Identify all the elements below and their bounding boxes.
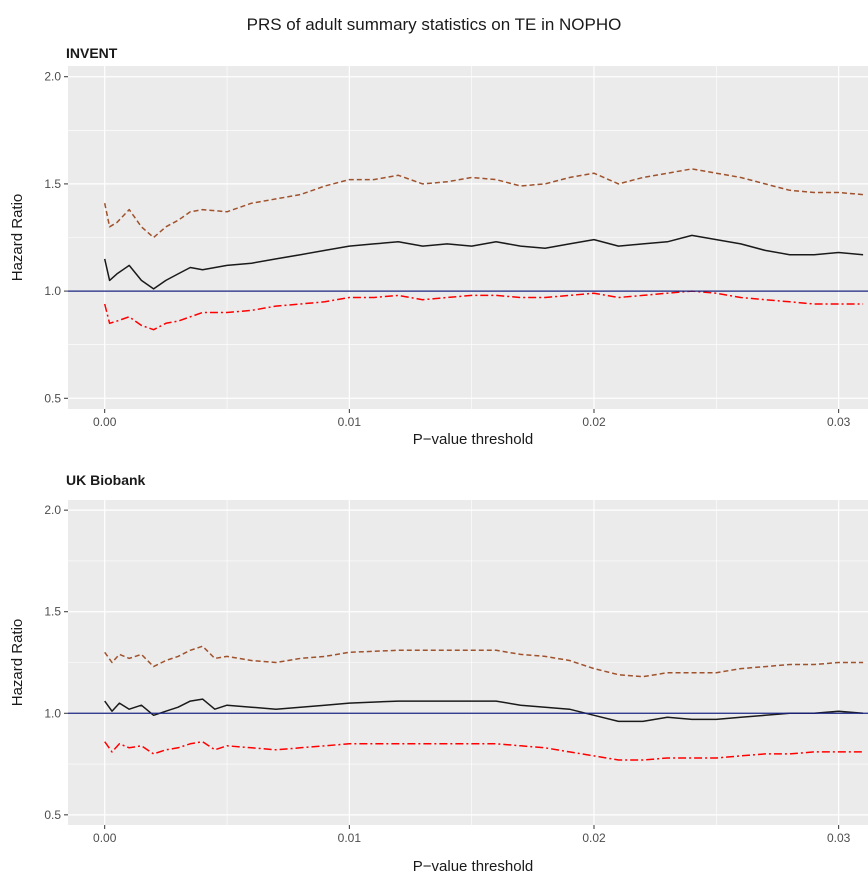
y-tick-label: 1.5 xyxy=(44,177,61,191)
x-tick-label: 0.00 xyxy=(93,831,117,845)
hazard-ratio-line xyxy=(104,698,864,723)
y-axis-label: Hazard Ratio xyxy=(9,619,26,707)
y-tick-label: 1.0 xyxy=(44,284,61,298)
series-group xyxy=(68,645,868,761)
chart-title: PRS of adult summary statistics on TE in… xyxy=(246,15,622,34)
y-tick-label: 1.0 xyxy=(44,706,61,720)
x-axis-label: P−value threshold xyxy=(413,858,534,875)
x-tick-label: 0.01 xyxy=(338,415,362,429)
invent-line-chart: 0.5 1.0 1.5 2.0 0.00 0.01 0.02 0.03 P−value thre… xyxy=(9,66,868,448)
x-tick-label: 0.02 xyxy=(582,831,606,845)
x-tick-label: 0.03 xyxy=(827,415,851,429)
panel-title-uk-biobank: UK Biobank xyxy=(66,472,146,488)
series-group xyxy=(68,168,868,331)
y-tick-label: 2.0 xyxy=(44,503,61,517)
y-tick-label: 0.5 xyxy=(44,391,61,405)
uk-biobank-line-chart: 0.5 1.0 1.5 2.0 0.00 0.01 0.02 0.03 P−value thre… xyxy=(9,500,868,875)
x-axis-label: P−value threshold xyxy=(413,431,534,448)
x-tick-label: 0.00 xyxy=(93,415,117,429)
upper-ci-line xyxy=(104,645,864,678)
y-tick-label: 2.0 xyxy=(44,70,61,84)
y-tick-label: 0.5 xyxy=(44,808,61,822)
upper-ci-line xyxy=(103,168,864,239)
y-tick-label: 1.5 xyxy=(44,605,61,619)
x-tick-label: 0.01 xyxy=(338,831,362,845)
x-tick-label: 0.03 xyxy=(827,831,851,845)
lower-ci-line xyxy=(104,740,864,761)
hazard-ratio-line xyxy=(103,234,864,290)
lower-ci-line xyxy=(103,290,864,331)
y-axis-label: Hazard Ratio xyxy=(9,194,26,282)
panel-title-invent: INVENT xyxy=(66,45,118,61)
x-tick-label: 0.02 xyxy=(582,415,606,429)
